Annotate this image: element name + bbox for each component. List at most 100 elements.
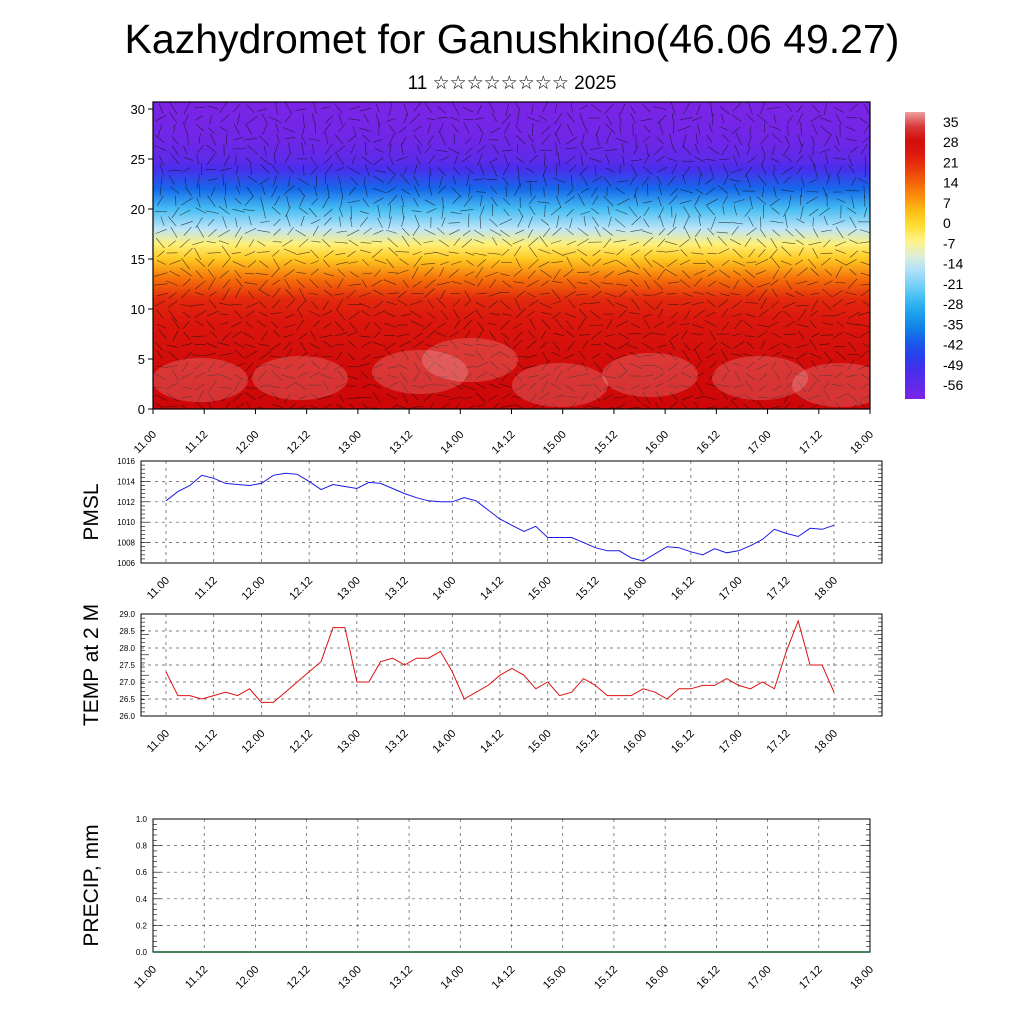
wind-barb [757,282,771,288]
wind-barb [773,370,781,380]
wind-barb [642,230,653,235]
wind-barb [579,334,591,336]
wind-barb [745,174,752,188]
wind-barb [245,321,254,328]
x-tick-label: 17.00 [746,429,774,457]
wind-barb [630,113,636,124]
wind-barb [283,269,295,278]
wind-barb [336,298,344,311]
wind-barb [348,366,359,368]
wind-barb [284,381,297,389]
wind-barb [388,247,399,257]
wind-barb [796,218,805,224]
wind-barb [448,396,463,400]
wind-barb [183,247,193,257]
wind-barb [555,162,558,176]
wind-barb [247,291,255,299]
y-tick-label: 1008 [117,539,135,548]
wind-barb [324,175,327,185]
wind-barb [658,228,666,236]
y-tick-label: 1010 [117,518,135,527]
wind-barb [181,288,191,299]
wind-barb [551,249,565,257]
wind-barb [744,380,753,391]
wind-barb [463,122,470,134]
wind-barb [244,228,257,234]
y-tick-label: 1012 [117,498,135,507]
wind-barb [287,166,295,174]
wind-barb [656,155,665,163]
wind-barb [641,354,654,357]
wind-barb [744,335,756,337]
wind-barb [811,299,819,312]
wind-barb [222,257,232,268]
wind-barb [643,314,653,317]
wind-barb [269,343,281,351]
y-tick-label: 1014 [117,477,135,486]
wind-barb [207,127,216,134]
wind-barb [749,196,753,209]
wind-barb [761,164,767,175]
wind-barb [551,280,563,284]
wind-barb [708,280,717,287]
wind-barb [490,196,498,207]
wind-barb [207,392,216,403]
wind-barb [539,302,552,309]
wind-barb [476,123,484,135]
wind-barb [631,159,642,162]
wind-barb [352,125,356,136]
wind-barb [733,205,737,216]
wind-barb [605,153,610,165]
wind-barb [428,402,435,409]
wind-barb [349,403,354,409]
wind-barb [219,321,229,326]
wind-barb [564,384,575,393]
wind-barb [859,401,866,409]
wind-barb [723,174,729,186]
chart-subtitle: 11 ☆☆☆☆☆☆☆☆ 2025 [407,73,617,94]
x-tick-label: 18.00 [812,575,840,603]
wind-barb [196,225,205,238]
wind-barb [589,147,603,150]
wind-barb [680,329,688,340]
wind-barb [550,206,562,216]
wind-barb [235,349,245,359]
wind-barb [512,331,523,342]
wind-barb [400,173,410,185]
wind-barb [463,280,476,286]
wind-barb [566,256,573,268]
wind-barb [502,280,512,288]
wind-barb [182,278,191,287]
wind-barb [373,321,382,330]
wind-barb [618,112,622,123]
wind-barb [679,239,690,248]
wind-barb [641,176,650,186]
wind-barb [694,228,702,238]
wind-barb [155,342,163,351]
wind-barb [566,396,578,398]
wind-barb [219,302,233,306]
wind-barb [399,258,409,266]
wind-barb [285,313,296,319]
wind-barb [503,340,512,350]
wind-barb [667,157,678,162]
wind-barb [487,322,497,326]
colorbar-label: 7 [943,195,951,211]
wind-barb [592,195,599,206]
wind-barb [834,372,842,379]
wind-barb [464,166,474,174]
wind-barb [256,320,266,328]
wind-barb [783,205,790,218]
wind-barb [475,191,486,193]
wind-barb [413,332,423,340]
wind-barb [796,104,803,113]
wind-barb [709,361,717,369]
wind-barb [515,308,526,319]
wind-barb [530,393,537,402]
wind-barb [234,310,243,320]
x-tick-label: 13.00 [335,575,363,603]
wind-barb [371,279,383,287]
wind-barb [371,240,382,243]
wind-barb [325,143,333,155]
wind-barb [529,318,536,331]
